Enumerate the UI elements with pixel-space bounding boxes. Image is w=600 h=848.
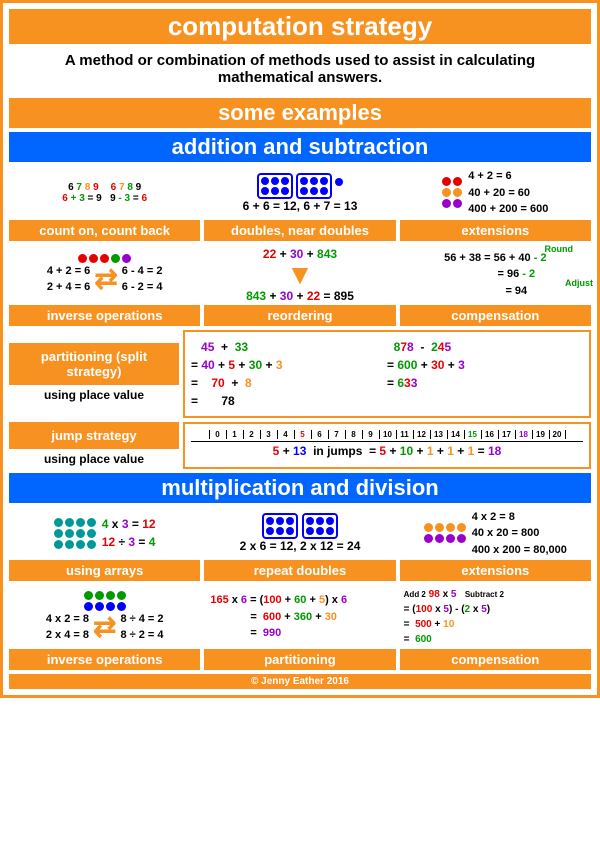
label-doubles: doubles, near doubles — [204, 220, 395, 241]
label-repeat-doubles: repeat doubles — [204, 560, 395, 581]
arrays-content: 4 x 3 = 1212 ÷ 3 = 4 — [9, 507, 200, 561]
addsub-row1: 6 7 8 9 6 7 8 9 6 + 3 = 9 9 - 3 = 6 coun… — [9, 166, 591, 241]
label-inverse1: inverse operations — [9, 305, 200, 326]
repeat-doubles-content: 2 x 6 = 12, 2 x 12 = 24 — [204, 507, 395, 561]
multdiv-row1: 4 x 3 = 1212 ÷ 3 = 4 using arrays 2 x 6 … — [9, 507, 591, 582]
multdiv-row2: 4 x 2 = 82 x 4 = 8 ⇄ 8 ÷ 4 = 28 ÷ 2 = 4 … — [9, 585, 591, 670]
label-inverse2: inverse operations — [9, 649, 200, 670]
infographic: computation strategy A method or combina… — [0, 0, 600, 698]
label-extensions1: extensions — [400, 220, 591, 241]
compensation2-content: Add 2 98 x 5 Subtract 2 = (100 x 5) - (2… — [400, 585, 591, 649]
definition: A method or combination of methods used … — [9, 44, 591, 94]
label-partition2: partitioning — [204, 649, 395, 670]
label-jump: jump strategy — [9, 422, 179, 449]
label-extensions2: extensions — [400, 560, 591, 581]
number-line: 01234567891011121314151617181920 — [191, 430, 583, 439]
label-compensation2: compensation — [400, 649, 591, 670]
partition2-content: 165 x 6 = (100 + 60 + 5) x 6 = 600 + 360… — [204, 585, 395, 649]
jump-row: jump strategy using place value 01234567… — [9, 422, 591, 469]
inverse1-content: 4 + 2 = 62 + 4 = 6 ⇄ 6 - 4 = 26 - 2 = 4 — [9, 245, 200, 305]
partition-row: partitioning (split strategy) using plac… — [9, 330, 591, 418]
label-count-on: count on, count back — [9, 220, 200, 241]
inverse2-content: 4 x 2 = 82 x 4 = 8 ⇄ 8 ÷ 4 = 28 ÷ 2 = 4 — [9, 585, 200, 649]
doubles-content: 6 + 6 = 12, 6 + 7 = 13 — [204, 166, 395, 220]
label-arrays: using arrays — [9, 560, 200, 581]
reorder-content: 22 + 30 + 843 ▼ 843 + 30 + 22 = 895 — [204, 245, 395, 305]
count-on-content: 6 7 8 9 6 7 8 9 6 + 3 = 9 9 - 3 = 6 — [9, 166, 200, 220]
label-reorder: reordering — [204, 305, 395, 326]
addsub-row2: 4 + 2 = 62 + 4 = 6 ⇄ 6 - 4 = 26 - 2 = 4 … — [9, 245, 591, 326]
extensions1-content: 4 + 2 = 640 + 20 = 60400 + 200 = 600 — [400, 166, 591, 220]
jump-sub: using place value — [9, 449, 179, 469]
swap-icon: ⇄ — [94, 265, 117, 293]
compensation1-content: Round 56 + 38 = 56 + 40 - 2 = 96 - 2 = 9… — [400, 245, 591, 305]
partition-content: 45 + 33 = 40 + 5 + 30 + 3 = 70 + 8 = 78 … — [183, 330, 591, 418]
examples-header: some examples — [9, 98, 591, 128]
label-compensation1: compensation — [400, 305, 591, 326]
section-multiplication: multiplication and division — [9, 473, 591, 503]
title: computation strategy — [9, 9, 591, 44]
down-arrow-icon: ▼ — [286, 261, 314, 289]
label-partition: partitioning (split strategy) — [9, 343, 179, 385]
footer: © Jenny Eather 2016 — [9, 674, 591, 689]
swap-icon: ⇄ — [93, 613, 116, 641]
partition-sub: using place value — [9, 385, 179, 405]
jump-content: 01234567891011121314151617181920 5 + 13 … — [183, 422, 591, 469]
extensions2-content: 4 x 2 = 840 x 20 = 800400 x 200 = 80,000 — [400, 507, 591, 561]
section-addition: addition and subtraction — [9, 132, 591, 162]
